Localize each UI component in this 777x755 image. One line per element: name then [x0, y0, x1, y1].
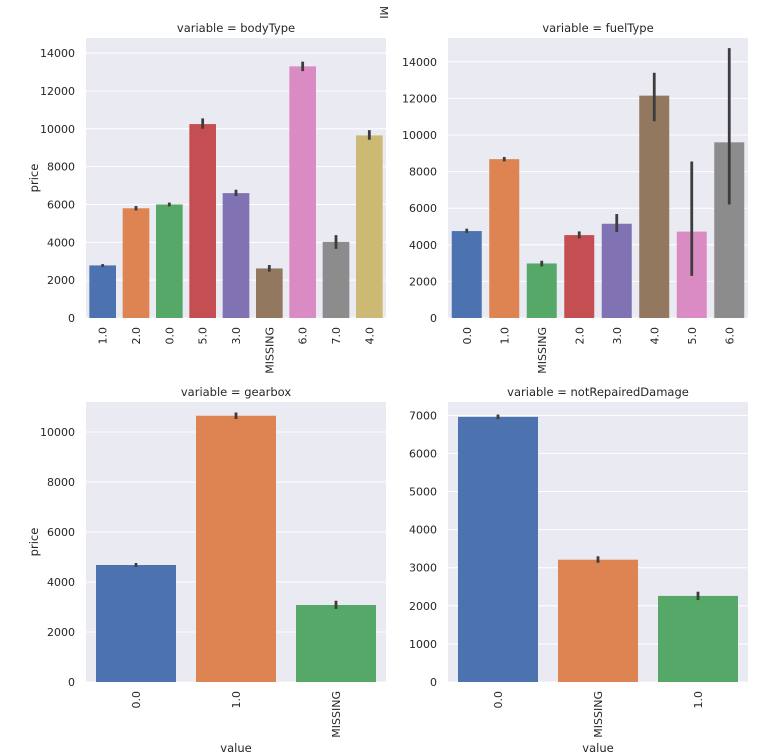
- x-tick-label: 1.0: [230, 691, 243, 709]
- bar: [639, 95, 670, 318]
- bar: [458, 416, 538, 682]
- y-tick-label: 14000: [40, 47, 75, 60]
- y-tick-label: 12000: [402, 92, 437, 105]
- bar: [156, 204, 183, 318]
- panel-title: variable = bodyType: [177, 21, 295, 35]
- y-tick-label: 0: [430, 676, 437, 689]
- y-tick-label: 14000: [402, 56, 437, 69]
- bar: [564, 235, 595, 318]
- bar: [256, 268, 283, 318]
- y-axis-label: price: [27, 164, 41, 193]
- bar: [322, 241, 350, 318]
- x-tick-label: 1.0: [692, 691, 705, 709]
- x-tick-label: 1.0: [498, 327, 511, 345]
- y-tick-label: 3000: [409, 562, 437, 575]
- x-axis-label: value: [220, 741, 251, 755]
- bar: [222, 193, 250, 318]
- bar: [289, 66, 316, 318]
- x-tick-label: 0.0: [130, 691, 143, 709]
- bar: [196, 415, 276, 682]
- x-tick-label: 4.0: [648, 327, 661, 345]
- x-tick-label: 2.0: [573, 327, 586, 345]
- y-tick-label: 12000: [40, 85, 75, 98]
- bar: [122, 208, 150, 318]
- y-tick-label: 2000: [47, 626, 75, 639]
- x-tick-label: 2.0: [130, 327, 143, 345]
- panel-title: variable = gearbox: [181, 385, 291, 399]
- y-tick-label: 4000: [47, 236, 75, 249]
- y-tick-label: 4000: [409, 524, 437, 537]
- x-tick-label: MISSING: [263, 327, 276, 374]
- x-axis-label: value: [582, 741, 613, 755]
- bar: [296, 605, 376, 682]
- y-tick-label: 8000: [47, 476, 75, 489]
- y-tick-label: 8000: [409, 166, 437, 179]
- y-tick-label: 1000: [409, 638, 437, 651]
- y-tick-label: 10000: [402, 129, 437, 142]
- x-tick-label: 0.0: [163, 327, 176, 345]
- bar: [89, 265, 116, 318]
- x-tick-label: 3.0: [230, 327, 243, 345]
- bar: [601, 223, 632, 318]
- x-tick-label: 6.0: [297, 327, 310, 345]
- y-tick-label: 10000: [40, 123, 75, 136]
- y-tick-label: 0: [430, 312, 437, 325]
- y-tick-label: 10000: [40, 426, 75, 439]
- y-tick-label: 0: [68, 676, 75, 689]
- x-tick-label: 5.0: [197, 327, 210, 345]
- x-tick-label: 0.0: [492, 691, 505, 709]
- y-tick-label: 4000: [409, 239, 437, 252]
- x-tick-label: MISSING: [592, 691, 605, 738]
- panel-2: 0 2000 4000 6000 8000 10000 12000 14000 0.0 1.0 MI…: [402, 21, 748, 374]
- y-tick-label: 6000: [47, 526, 75, 539]
- x-tick-label: MISSING: [536, 327, 549, 374]
- panel-1: 0 2000 4000 6000 8000 10000 12000 14000 1.0 2.0 0.…: [27, 21, 386, 374]
- bar: [489, 159, 520, 318]
- x-tick-label: 7.0: [330, 327, 343, 345]
- y-tick-label: 4000: [47, 576, 75, 589]
- x-tick-label: 1.0: [97, 327, 110, 345]
- panel-title: variable = fuelType: [542, 21, 653, 35]
- y-tick-label: 2000: [47, 274, 75, 287]
- y-tick-label: 5000: [409, 486, 437, 499]
- y-tick-label: 2000: [409, 600, 437, 613]
- bar: [356, 135, 383, 318]
- bar: [451, 231, 482, 318]
- panel-4: 0 1000 2000 3000 4000 5000 6000 7000 0.0 MISSING 1…: [409, 385, 748, 755]
- y-tick-label: 0: [68, 312, 75, 325]
- bar: [658, 595, 738, 682]
- stray-label: MI: [377, 6, 390, 19]
- x-tick-label: 6.0: [723, 327, 736, 345]
- x-tick-label: 3.0: [611, 327, 624, 345]
- bar: [526, 263, 557, 318]
- x-tick-label: 5.0: [686, 327, 699, 345]
- panel-3: 0 2000 4000 6000 8000 10000 0.0 1.0 MISSING varia…: [27, 385, 386, 755]
- y-axis-label: price: [27, 528, 41, 557]
- panel-title: variable = notRepairedDamage: [507, 385, 689, 399]
- bar: [558, 559, 638, 682]
- x-tick-label: 4.0: [363, 327, 376, 345]
- x-tick-label: 0.0: [461, 327, 474, 345]
- bar: [189, 124, 216, 318]
- y-tick-label: 7000: [409, 409, 437, 422]
- y-tick-label: 6000: [409, 447, 437, 460]
- y-tick-label: 8000: [47, 161, 75, 174]
- y-tick-label: 2000: [409, 275, 437, 288]
- bar: [96, 565, 176, 682]
- x-tick-label: MISSING: [330, 691, 343, 738]
- y-tick-label: 6000: [409, 202, 437, 215]
- y-tick-label: 6000: [47, 198, 75, 211]
